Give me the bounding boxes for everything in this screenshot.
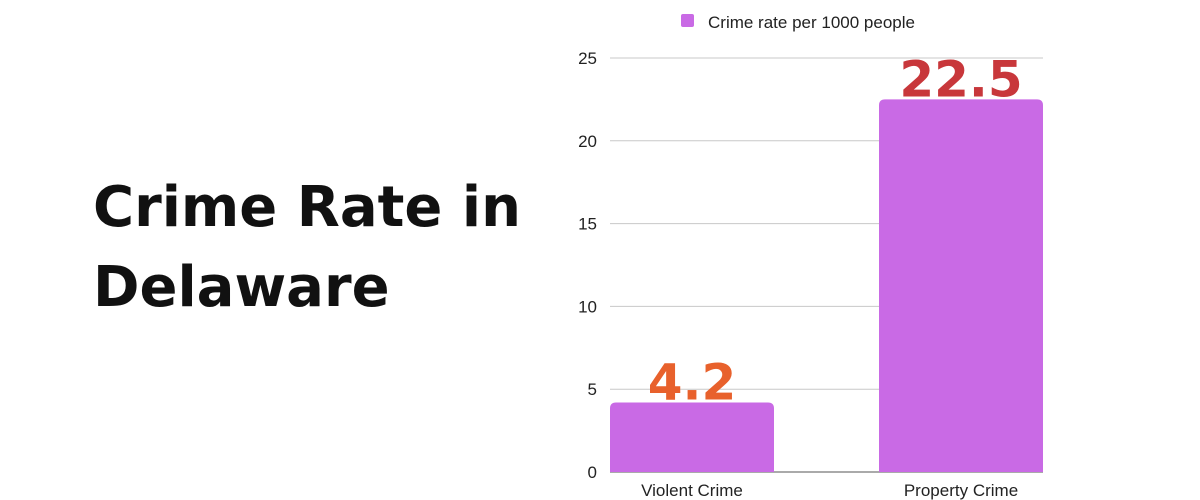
y-tick-label: 10 [578,297,597,316]
y-tick-label: 25 [578,49,597,68]
x-axis-labels: Violent Crime Property Crime [641,481,1018,500]
y-tick-label: 5 [588,380,597,399]
page-title: Crime Rate in Delaware [93,175,521,320]
x-category-label: Violent Crime [641,481,743,500]
bar [610,402,774,472]
data-labels: 4.2 22.5 [648,50,1023,411]
bar [879,99,1043,473]
data-label: 22.5 [899,50,1022,108]
data-label: 4.2 [648,353,737,411]
x-category-label: Property Crime [904,481,1018,500]
legend-swatch [681,14,694,27]
y-tick-label: 0 [588,463,597,482]
y-tick-label: 15 [578,215,597,234]
legend-label: Crime rate per 1000 people [708,13,915,32]
bars [610,99,1043,473]
y-axis-ticks: 0 5 10 15 20 25 [578,49,597,482]
y-tick-label: 20 [578,132,597,151]
legend: Crime rate per 1000 people [681,13,915,32]
